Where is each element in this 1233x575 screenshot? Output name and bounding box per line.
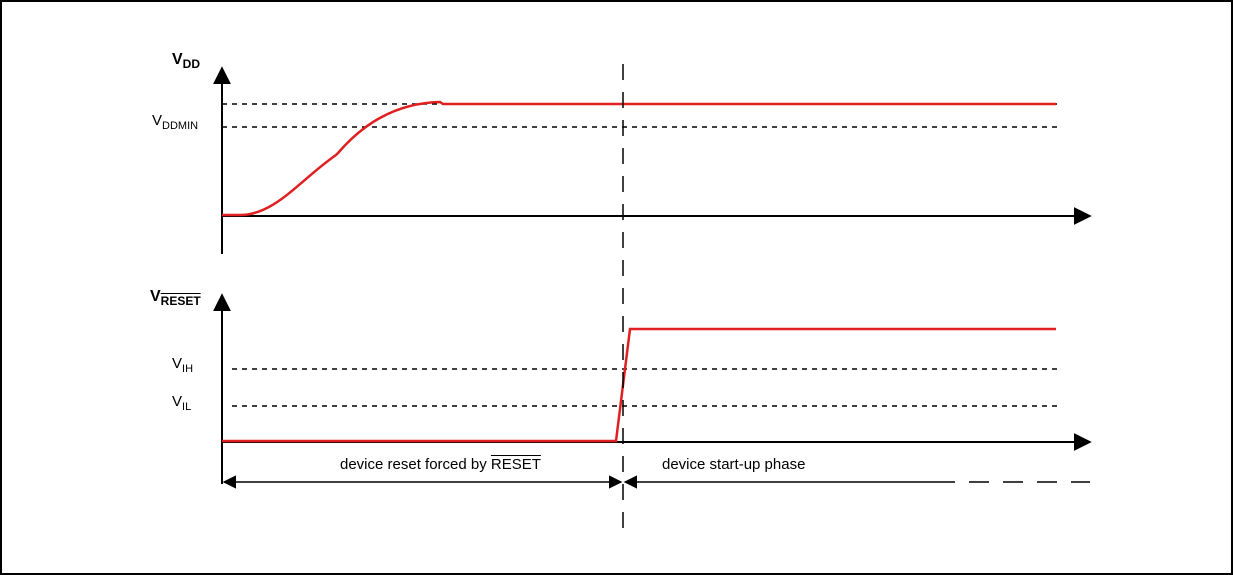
vih-label: VIH	[172, 355, 194, 375]
vreset-signal-waveform	[222, 327, 1056, 443]
vil-label: VIL	[172, 393, 192, 413]
vdd-axis-label: VDD	[172, 51, 201, 71]
reset-phase-label: device reset forced by RESET	[340, 456, 541, 473]
vddmin-label: VDDMIN	[152, 112, 199, 132]
startup-phase-label: device start-up phase	[662, 456, 806, 473]
vdd-signal-curve	[222, 100, 1056, 217]
vreset-axis-label: VRESET	[150, 288, 201, 308]
